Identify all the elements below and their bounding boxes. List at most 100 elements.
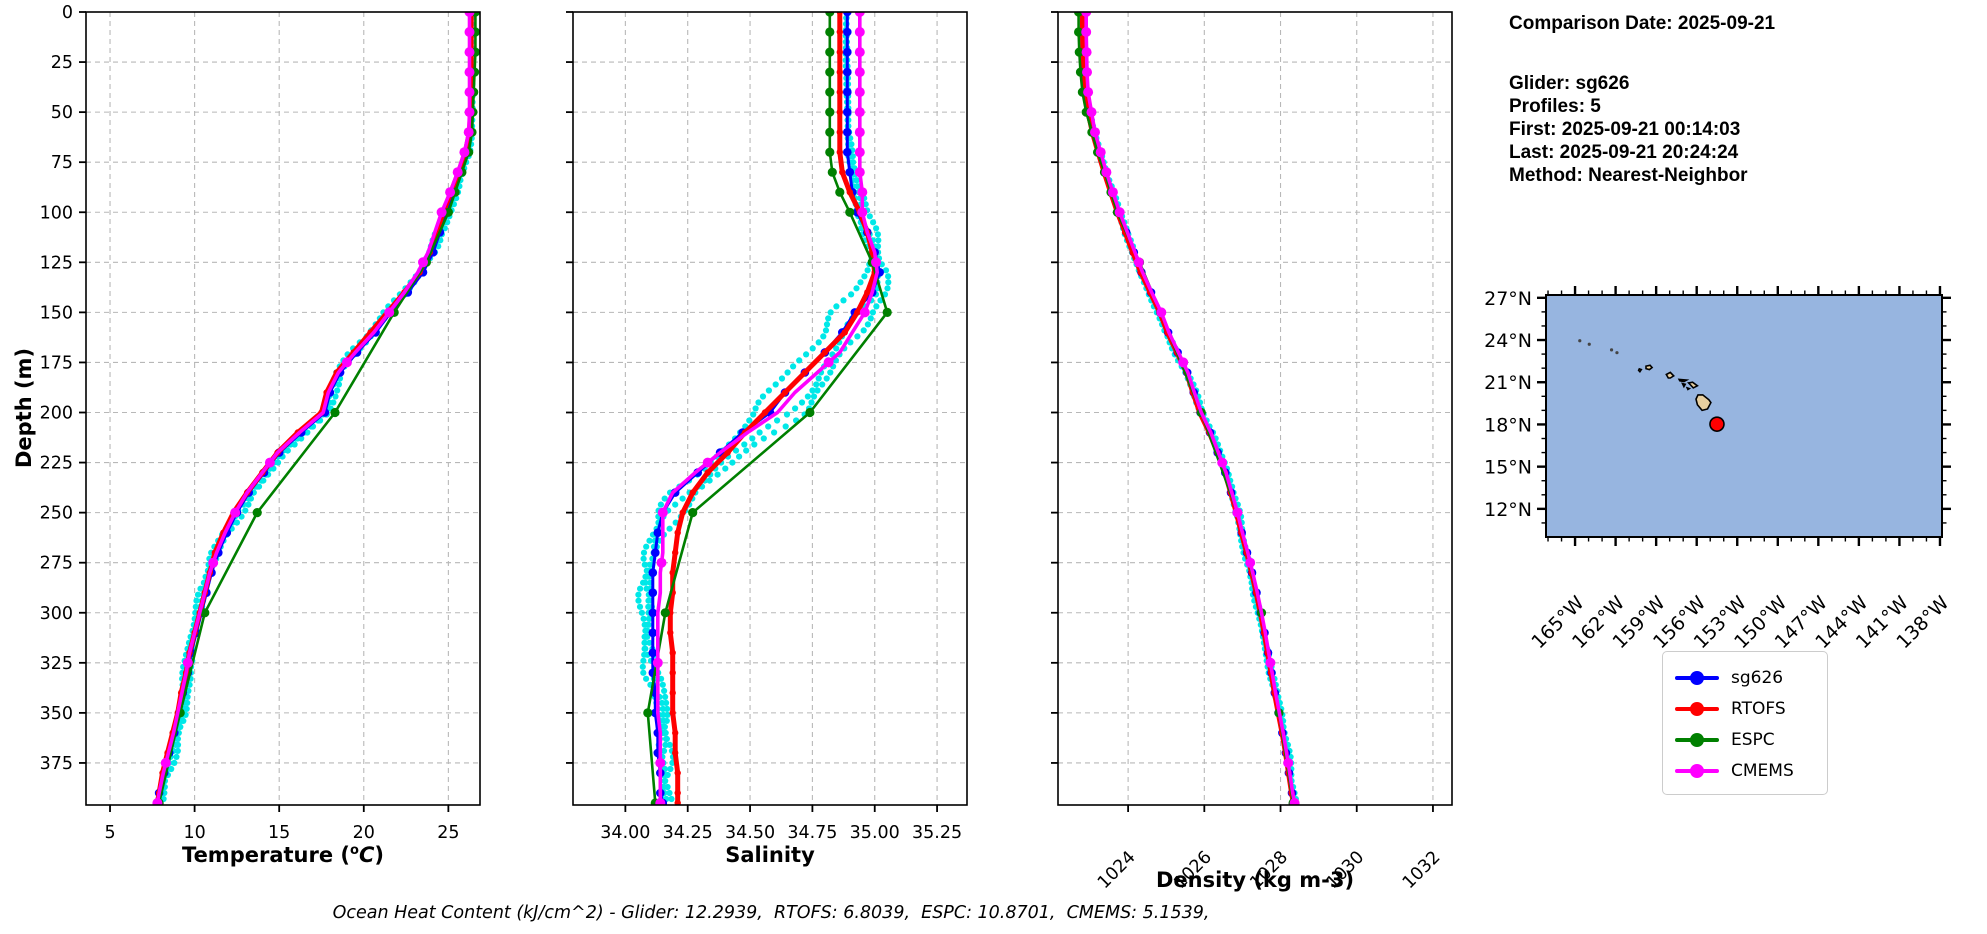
salinity-axis-ticks (566, 11, 938, 812)
temperature-axis-ticks (79, 11, 450, 812)
map-ocean (1546, 295, 1942, 537)
salinity-series-CMEMS (652, 12, 881, 805)
svg-text:75: 75 (51, 153, 73, 173)
legend-item-cmems: CMEMS (1675, 755, 1815, 786)
salinity-series-sg626 (648, 12, 884, 805)
glider-info-lines: Glider: sg626 Profiles: 5 First: 2025-09-2… (1509, 72, 1775, 187)
legend-swatch-icon (1675, 701, 1719, 716)
temperature-series-CMEMS (152, 12, 475, 805)
svg-text:24°N: 24°N (1484, 330, 1532, 352)
legend-swatch-icon (1675, 670, 1719, 685)
svg-text:34.25: 34.25 (663, 823, 713, 843)
legend-item-sg626: sg626 (1675, 662, 1815, 693)
temperature-axis-label: Temperature (oC) (182, 843, 384, 867)
density-grid (1058, 12, 1452, 805)
depth-tick-labels: 0 25 50 75 100 125 150 175 200 225 250 275 300 325 350… (40, 3, 73, 774)
svg-text:12°N: 12°N (1484, 499, 1532, 521)
density-series-CMEMS (1081, 12, 1300, 805)
svg-text:200: 200 (40, 404, 73, 424)
svg-text:350: 350 (40, 704, 73, 724)
map-lon-tick-labels: 165°W162°W159°W156°W153°W150°W147°W144°W… (1527, 592, 1953, 653)
legend-swatch-icon (1675, 763, 1719, 778)
svg-text:25: 25 (51, 53, 73, 73)
comparison-date-text: Comparison Date: 2025-09-21 (1509, 13, 1776, 34)
svg-text:275: 275 (40, 554, 73, 574)
legend-label: ESPC (1731, 729, 1775, 750)
map-ticks (1537, 286, 1951, 546)
map-hawaiian-islands (1578, 339, 1712, 412)
density-plot: 1024 1026 1028 1030 1032 (1051, 11, 1453, 893)
svg-text:100: 100 (40, 203, 73, 223)
legend-label: sg626 (1731, 667, 1784, 688)
temperature-series-ESPC (154, 12, 480, 805)
legend-item-rtofs: RTOFS (1675, 693, 1815, 724)
temperature-raw-glider-scatter (155, 12, 476, 803)
svg-text:300: 300 (40, 604, 73, 624)
density-series-sg626 (1080, 12, 1299, 805)
temperature-series-sg626 (153, 12, 477, 805)
svg-text:325: 325 (40, 654, 73, 674)
temperature-plot: 5 10 15 20 250255075100125150175200225250275… (40, 3, 481, 843)
svg-text:0: 0 (62, 3, 73, 23)
temperature-axis-label-degree: o (350, 843, 359, 858)
salinity-series-RTOFS (667, 12, 878, 805)
info-line: Last: 2025-09-21 20:24:24 (1509, 142, 1739, 163)
density-axis-ticks (1051, 11, 1434, 812)
salinity-plot-frame (572, 11, 968, 806)
svg-text:15°N: 15°N (1484, 457, 1532, 479)
svg-text:375: 375 (40, 754, 73, 774)
map-lat-tick-labels: 27°N 24°N 21°N 18°N 15°N 12°N (1484, 288, 1532, 521)
density-axis-label: Density (kg m-3) (1155, 868, 1355, 892)
svg-text:225: 225 (40, 454, 73, 474)
info-line: First: 2025-09-21 00:14:03 (1509, 119, 1741, 140)
density-plot-frame (1057, 11, 1453, 806)
density-series-ESPC (1074, 12, 1298, 805)
temperature-axis-label-unit: C (358, 843, 375, 867)
svg-text:15: 15 (268, 823, 290, 843)
location-map: 27°N 24°N 21°N 18°N 15°N 12°N 165°W162°W159°W1… (1484, 286, 1954, 653)
temperature-plot-frame (85, 11, 481, 806)
info-gap (1509, 35, 1775, 72)
svg-text:21°N: 21°N (1484, 372, 1532, 394)
ocean-heat-content-caption: Ocean Heat Content (kJ/cm^2) - Glider: 1… (332, 903, 1210, 923)
density-raw-glider-scatter (1080, 12, 1299, 803)
svg-text:5: 5 (104, 823, 115, 843)
svg-text:27°N: 27°N (1484, 288, 1532, 310)
temperature-x-tick-labels: 5 10 15 20 25 (104, 823, 459, 843)
info-panel: Comparison Date: 2025-09-21 Glider: sg62… (1509, 12, 1775, 187)
svg-text:10: 10 (183, 823, 205, 843)
svg-text:1032: 1032 (1399, 847, 1445, 893)
svg-text:34.00: 34.00 (600, 823, 650, 843)
svg-text:125: 125 (40, 253, 73, 273)
legend-label: CMEMS (1731, 760, 1794, 781)
map-frame (1545, 294, 1943, 538)
salinity-series-ESPC (643, 12, 892, 805)
svg-text:1024: 1024 (1094, 847, 1140, 893)
svg-text:175: 175 (40, 353, 73, 373)
salinity-x-tick-labels: 34.00 34.25 34.50 34.75 35.00 35.25 (600, 823, 962, 843)
svg-text:50: 50 (51, 103, 73, 123)
legend: sg626 RTOFS ESPC CMEMS (1662, 651, 1828, 795)
svg-text:35.25: 35.25 (912, 823, 962, 843)
legend-item-espc: ESPC (1675, 724, 1815, 755)
depth-axis-label: Depth (m) (12, 347, 36, 469)
svg-text:18°N: 18°N (1484, 414, 1532, 436)
map-glider-position-marker (1709, 416, 1725, 432)
svg-text:34.50: 34.50 (725, 823, 775, 843)
info-line: Glider: sg626 (1509, 73, 1630, 94)
density-series-RTOFS (1079, 12, 1297, 805)
svg-text:25: 25 (437, 823, 459, 843)
temperature-series-RTOFS (154, 12, 475, 805)
temperature-axis-label-suffix: ) (374, 843, 384, 867)
svg-text:250: 250 (40, 504, 73, 524)
temperature-grid (86, 12, 480, 805)
legend-swatch-icon (1675, 732, 1719, 747)
info-line: Profiles: 5 (1509, 96, 1601, 117)
legend-label: RTOFS (1731, 698, 1786, 719)
svg-text:34.75: 34.75 (787, 823, 837, 843)
temperature-axis-label-prefix: Temperature ( (182, 843, 350, 867)
salinity-plot: 34.00 34.25 34.50 34.75 35.00 35.25 (566, 11, 968, 843)
svg-text:35.00: 35.00 (850, 823, 900, 843)
